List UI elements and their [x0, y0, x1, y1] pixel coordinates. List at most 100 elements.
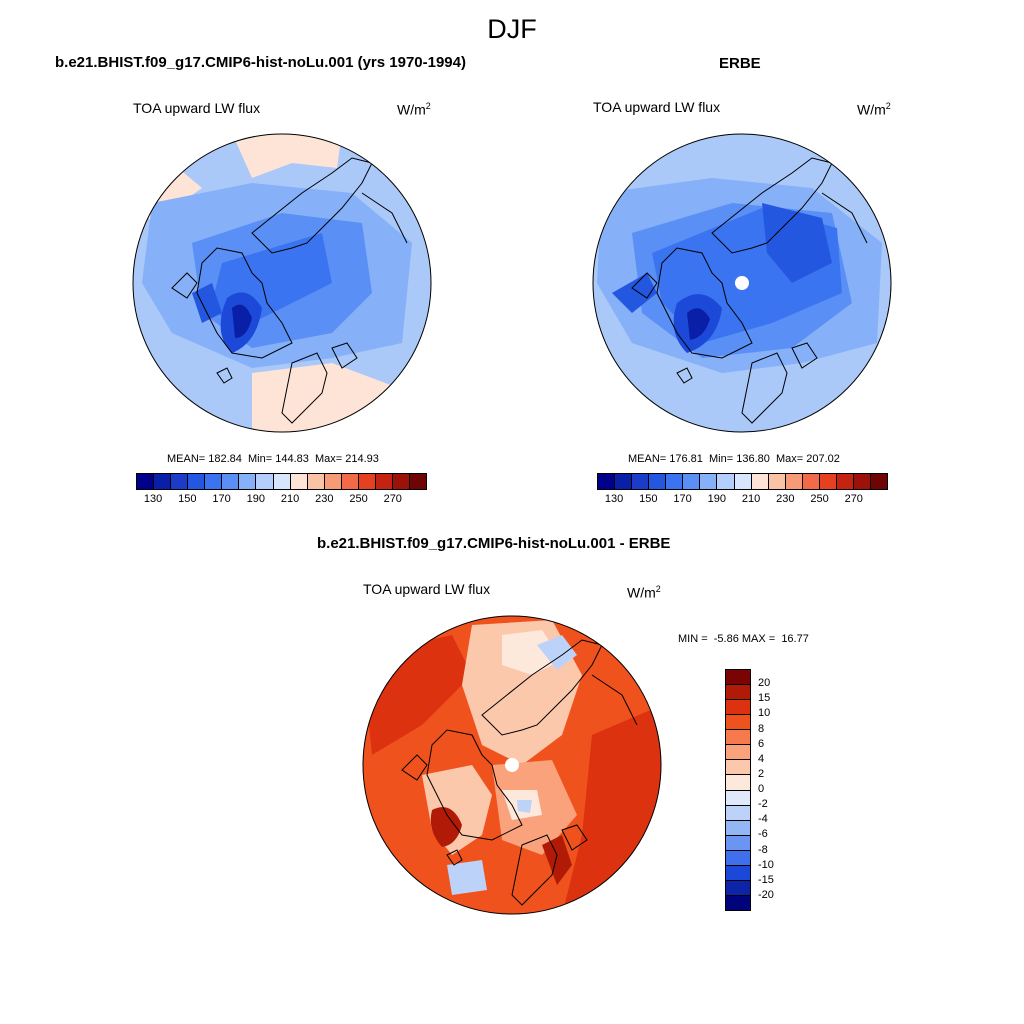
- panel-3-title: b.e21.BHIST.f09_g17.CMIP6-hist-noLu.001 …: [317, 535, 671, 552]
- colorbar-swatch: [726, 745, 750, 761]
- colorbar-tick-label: 210: [280, 493, 300, 505]
- panel-2-subtitle: TOA upward LW flux: [593, 99, 721, 115]
- colorbar-swatch: [768, 474, 786, 489]
- colorbar-swatch: [598, 474, 616, 489]
- panel-3-subtitle: TOA upward LW flux: [363, 581, 491, 597]
- panel-1-polar-map: [132, 133, 432, 433]
- colorbar-swatch: [392, 474, 410, 489]
- colorbar-tick-label: 230: [776, 493, 795, 505]
- colorbar-swatch: [137, 474, 155, 489]
- colorbar-swatch: [666, 474, 684, 489]
- colorbar-tick-label: -8: [758, 843, 768, 856]
- colorbar-tick-label: 270: [383, 493, 402, 505]
- panel-1-stats: MEAN= 182.84 Min= 144.83 Max= 214.93: [167, 453, 379, 465]
- colorbar-swatch: [819, 474, 837, 489]
- colorbar-swatch: [726, 715, 750, 731]
- colorbar-tick-label: 210: [741, 493, 761, 505]
- colorbar-swatch: [853, 474, 871, 489]
- colorbar-tick-label: 20: [758, 677, 771, 690]
- colorbar-tick-label: 0: [758, 783, 765, 795]
- colorbar-swatch: [341, 474, 359, 489]
- colorbar-swatch: [615, 474, 633, 489]
- colorbar-swatch: [726, 790, 750, 806]
- colorbar-swatch: [256, 474, 274, 489]
- colorbar-swatch: [154, 474, 172, 489]
- colorbar-swatch: [700, 474, 718, 489]
- colorbar-swatch: [802, 474, 820, 489]
- colorbar-swatch: [171, 474, 189, 489]
- colorbar-tick-label: 190: [246, 493, 265, 505]
- colorbar-tick-label: 8: [758, 722, 765, 735]
- colorbar-swatch: [307, 474, 325, 489]
- colorbar-swatch: [290, 474, 308, 489]
- colorbar-swatch: [410, 474, 427, 489]
- colorbar-tick-label: 250: [810, 493, 829, 505]
- colorbar-tick-label: -10: [758, 858, 774, 871]
- colorbar-swatch: [273, 474, 291, 489]
- colorbar-tick-label: 10: [758, 707, 771, 720]
- colorbar-swatch: [726, 805, 750, 821]
- colorbar-tick-label: 230: [315, 493, 334, 505]
- colorbar-tick-label: 150: [639, 493, 658, 505]
- colorbar-swatch: [726, 730, 750, 746]
- colorbar-swatch: [726, 775, 750, 791]
- colorbar-swatch: [726, 865, 750, 881]
- colorbar-tick-label: 170: [673, 493, 692, 505]
- colorbar-tick-label: 170: [212, 493, 231, 505]
- colorbar-tick-label: 190: [707, 493, 726, 505]
- colorbar-swatch: [188, 474, 206, 489]
- panel-2-colorbar: 130 150 170 190 210 230 250 270: [597, 473, 888, 505]
- colorbar-swatch: [726, 850, 750, 866]
- figure-title: DJF: [487, 14, 537, 44]
- colorbar-swatch: [239, 474, 257, 489]
- colorbar-swatch: [358, 474, 376, 489]
- colorbar-swatch: [726, 670, 750, 686]
- colorbar-swatch: [726, 820, 750, 836]
- colorbar-swatch: [726, 895, 750, 910]
- colorbar-swatch: [726, 880, 750, 896]
- colorbar-swatch: [726, 685, 750, 701]
- colorbar-swatch: [375, 474, 393, 489]
- panel-1-units: W/m2: [397, 101, 431, 118]
- colorbar-tick-label: 2: [758, 767, 765, 780]
- colorbar-tick-label: 270: [844, 493, 863, 505]
- colorbar-tick-label: 150: [178, 493, 197, 505]
- panel-2-polar-map: [592, 133, 892, 433]
- colorbar-swatch: [734, 474, 752, 489]
- colorbar-swatch: [222, 474, 240, 489]
- colorbar-tick-label: -2: [758, 798, 768, 811]
- panel-3-colorbar-labels: 20 15 10 8 6 4 2 0 -2 -4 -6 -8 -10 -15 -20: [758, 669, 798, 911]
- panel-3-stats: MIN = -5.86 MAX = 16.77: [678, 633, 809, 645]
- colorbar-swatch: [683, 474, 701, 489]
- panel-1-colorbar: 130 150 170 190 210 230 250 270: [136, 473, 427, 505]
- panel-2-title: ERBE: [719, 55, 761, 72]
- panel-2-stats: MEAN= 176.81 Min= 136.80 Max= 207.02: [628, 453, 840, 465]
- colorbar-swatch: [324, 474, 342, 489]
- colorbar-swatch: [836, 474, 854, 489]
- colorbar-swatch: [726, 835, 750, 851]
- colorbar-swatch: [751, 474, 769, 489]
- colorbar-swatch: [632, 474, 650, 489]
- colorbar-tick-label: 130: [143, 493, 163, 505]
- colorbar-swatch: [726, 700, 750, 716]
- colorbar-tick-label: 4: [758, 752, 765, 765]
- colorbar-tick-label: 130: [604, 493, 624, 505]
- panel-1-title: b.e21.BHIST.f09_g17.CMIP6-hist-noLu.001 …: [55, 54, 466, 71]
- panel-1-subtitle: TOA upward LW flux: [133, 100, 261, 116]
- colorbar-tick-label: 250: [349, 493, 368, 505]
- panel-2-units: W/m2: [857, 101, 891, 118]
- colorbar-tick-label: 15: [758, 692, 771, 705]
- colorbar-swatch: [726, 760, 750, 776]
- panel-3-polar-map: [362, 615, 662, 915]
- colorbar-swatch: [717, 474, 735, 489]
- colorbar-tick-label: -15: [758, 873, 774, 886]
- colorbar-tick-label: 6: [758, 737, 765, 750]
- panel-3-units: W/m2: [627, 584, 661, 601]
- colorbar-swatch: [205, 474, 223, 489]
- colorbar-tick-label: -20: [758, 888, 774, 901]
- colorbar-swatch: [649, 474, 667, 489]
- panel-3-colorbar: [725, 669, 751, 911]
- colorbar-swatch: [785, 474, 803, 489]
- colorbar-tick-label: -6: [758, 828, 768, 841]
- colorbar-swatch: [871, 474, 888, 489]
